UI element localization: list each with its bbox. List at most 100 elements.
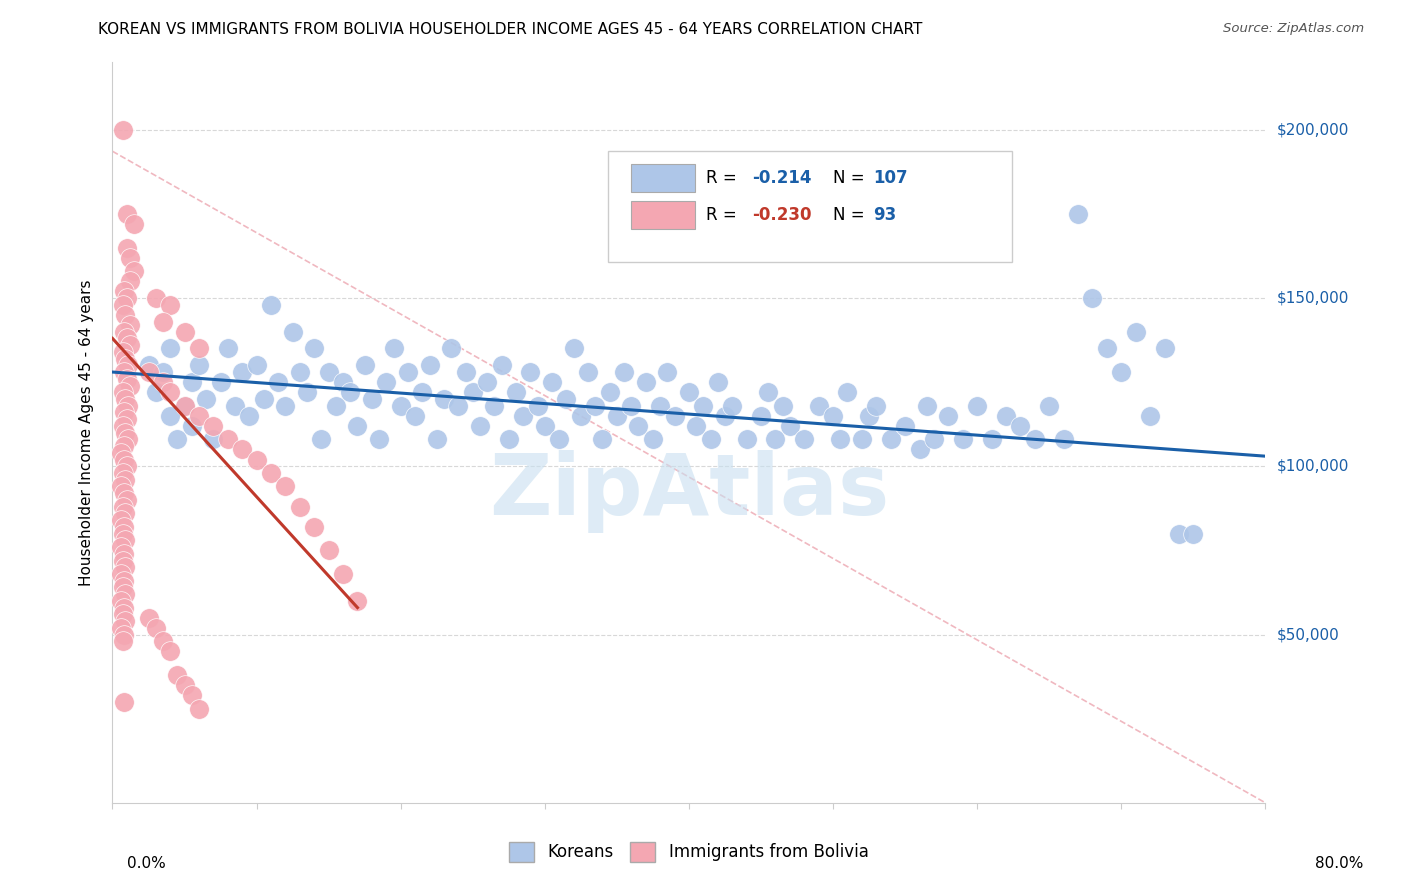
Text: 0.0%: 0.0% <box>127 856 166 871</box>
Point <box>707 375 730 389</box>
Text: ZipAtlas: ZipAtlas <box>489 450 889 533</box>
Point <box>231 442 253 457</box>
Point <box>260 466 283 480</box>
Point <box>195 392 218 406</box>
Point <box>548 433 571 447</box>
Point <box>188 359 211 373</box>
Point <box>396 365 419 379</box>
Point <box>115 331 138 345</box>
Point <box>110 540 132 554</box>
Point <box>304 342 326 356</box>
Point <box>173 678 195 692</box>
Point <box>152 375 174 389</box>
Point <box>112 486 135 500</box>
Point <box>115 372 138 386</box>
Point <box>685 418 707 433</box>
Point <box>110 513 132 527</box>
Point <box>202 433 225 447</box>
Point <box>115 492 138 507</box>
Point <box>122 264 145 278</box>
Point <box>180 418 202 433</box>
Point <box>145 385 167 400</box>
Point <box>138 365 160 379</box>
Point <box>583 399 606 413</box>
Point <box>498 433 520 447</box>
Point <box>288 500 311 514</box>
Point <box>188 409 211 423</box>
Text: $100,000: $100,000 <box>1277 458 1350 474</box>
Point <box>112 600 135 615</box>
Point <box>793 433 815 447</box>
Point <box>613 365 636 379</box>
Point <box>166 668 188 682</box>
Point <box>1125 325 1147 339</box>
Text: Source: ZipAtlas.com: Source: ZipAtlas.com <box>1223 22 1364 36</box>
Point <box>159 342 181 356</box>
Point <box>238 409 260 423</box>
Point <box>111 526 134 541</box>
Point <box>217 433 239 447</box>
FancyBboxPatch shape <box>631 164 695 192</box>
Point <box>114 308 136 322</box>
Point <box>562 342 585 356</box>
Point <box>117 433 139 447</box>
Point <box>114 507 136 521</box>
Point <box>526 399 548 413</box>
Point <box>138 359 160 373</box>
Point <box>433 392 456 406</box>
Text: R =: R = <box>706 169 742 187</box>
Point <box>112 365 135 379</box>
Point <box>111 385 134 400</box>
Point <box>111 298 134 312</box>
Text: R =: R = <box>706 206 742 224</box>
Point <box>980 433 1002 447</box>
Point <box>461 385 484 400</box>
Point <box>426 433 449 447</box>
Point <box>114 351 136 366</box>
Point <box>440 342 463 356</box>
Point <box>288 365 311 379</box>
Point <box>166 433 188 447</box>
Point <box>173 399 195 413</box>
Point <box>599 385 621 400</box>
Point <box>110 621 132 635</box>
Point <box>115 240 138 255</box>
Point <box>117 399 139 413</box>
Point <box>274 479 297 493</box>
Legend: Koreans, Immigrants from Bolivia: Koreans, Immigrants from Bolivia <box>502 835 876 869</box>
FancyBboxPatch shape <box>631 201 695 229</box>
Point <box>1053 433 1076 447</box>
Point <box>880 433 903 447</box>
Point <box>454 365 477 379</box>
Point <box>1010 418 1032 433</box>
Point <box>111 344 134 359</box>
Point <box>202 418 225 433</box>
Point <box>112 520 135 534</box>
Point <box>111 634 134 648</box>
Point <box>180 375 202 389</box>
Point <box>657 365 679 379</box>
Point <box>159 644 181 658</box>
Point <box>749 409 772 423</box>
Point <box>447 399 470 413</box>
Point <box>837 385 859 400</box>
Point <box>159 298 181 312</box>
Point <box>699 433 721 447</box>
Point <box>246 452 269 467</box>
Point <box>115 291 138 305</box>
Point <box>512 409 534 423</box>
Point <box>627 418 650 433</box>
Point <box>111 581 134 595</box>
Point <box>678 385 700 400</box>
Point <box>118 378 141 392</box>
Point <box>419 359 441 373</box>
Point <box>122 217 145 231</box>
Point <box>318 365 340 379</box>
Point <box>576 365 599 379</box>
Point <box>346 418 368 433</box>
Point <box>112 439 135 453</box>
Point <box>295 385 318 400</box>
Point <box>274 399 297 413</box>
Y-axis label: Householder Income Ages 45 - 64 years: Householder Income Ages 45 - 64 years <box>79 279 94 586</box>
Point <box>253 392 276 406</box>
